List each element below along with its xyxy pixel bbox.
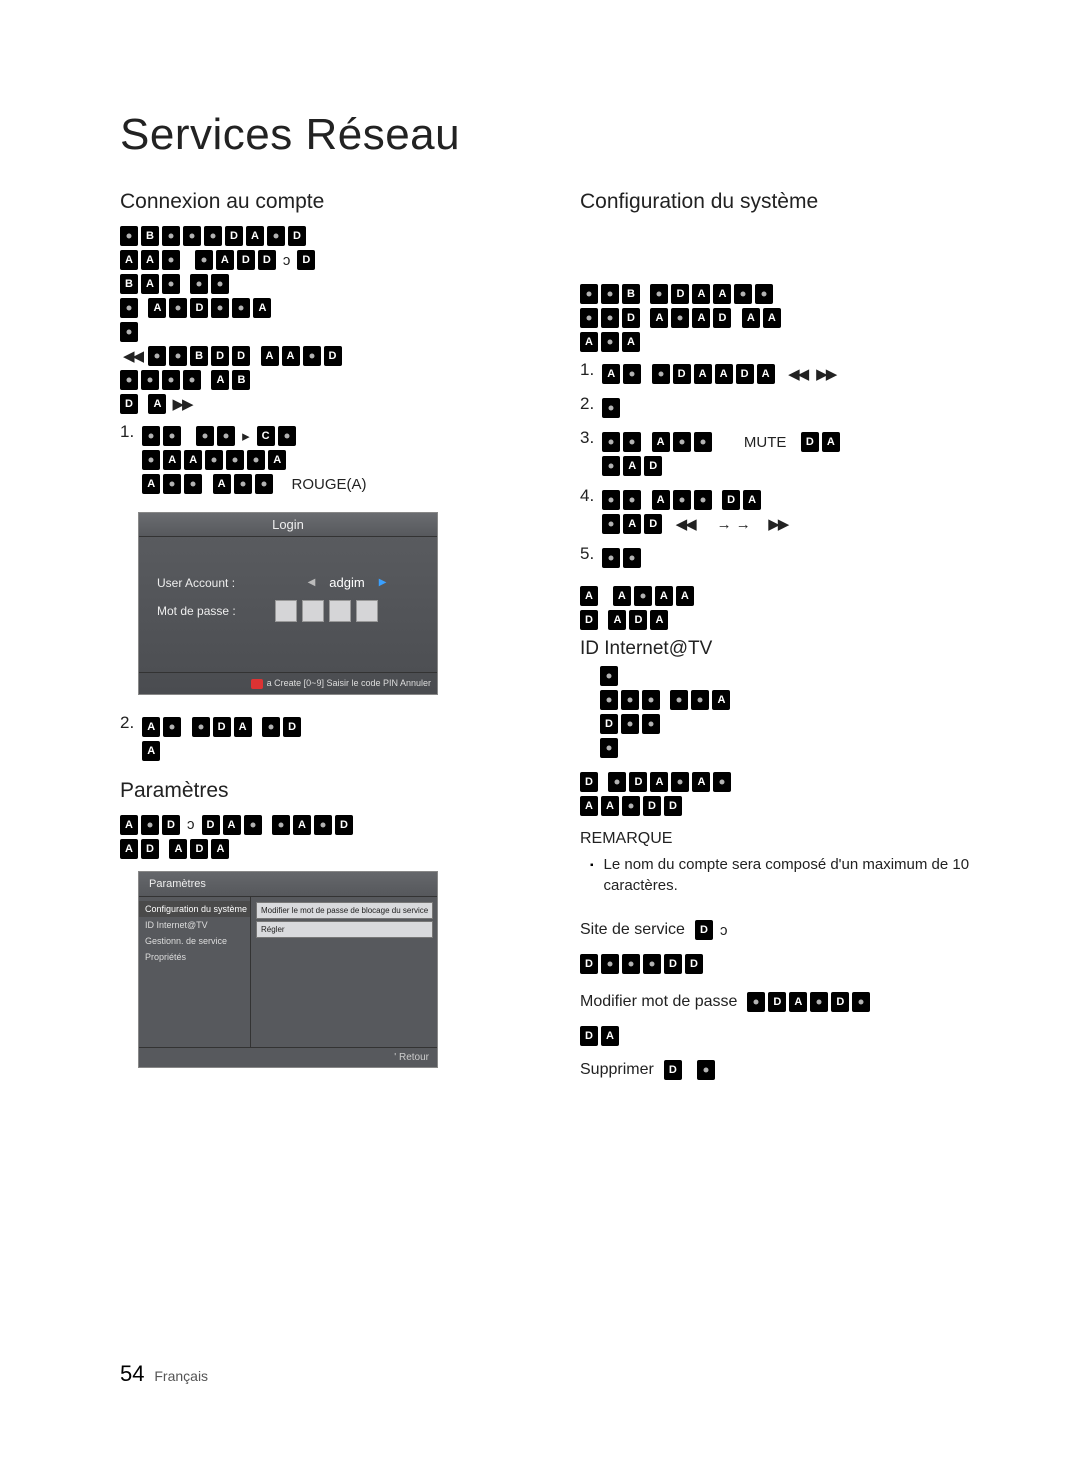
sidebar-item[interactable]: Propriétés [139,949,250,965]
user-account-selector[interactable]: ◀ adgim ▶ [275,575,419,590]
redacted-paragraph: D DAA AADD [580,772,990,816]
sidebar-item[interactable]: Gestionn. de service [139,933,250,949]
sidebar-item[interactable]: ID Internet@TV [139,917,250,933]
redacted-inline: DDD [580,954,990,974]
step-number: 4. [580,486,594,506]
step-number: 3. [580,428,594,448]
sidebar-item[interactable]: Conﬁguration du système [139,901,250,917]
pin-input[interactable] [275,600,378,622]
rewind-icon: ◀◀ [123,347,142,365]
heading-id-internet: ID Internet@TV [580,638,990,660]
arrow-seq: → → [717,516,751,533]
step-number: 2. [120,713,134,733]
redacted-inline: D [664,1060,715,1080]
page-title: Services Réseau [120,110,990,160]
redacted-paragraph: A D [600,666,990,758]
login-panel-footer: a Create [0~9] Saisir le code PIN Annule… [139,672,437,694]
redacted-paragraph: A AAA D ADA [580,586,990,630]
supprimer-label: Supprimer [580,1061,654,1079]
rewind-icon: ◀◀ [788,365,807,383]
page-number: 54 [120,1361,144,1386]
step-number: 2. [580,394,594,414]
red-button-icon [251,679,263,689]
page-lang: Français [154,1368,208,1384]
params-entry[interactable]: Modiﬁer le mot de passe de blocage du se… [256,902,433,919]
params-entry[interactable]: Régler [256,921,433,938]
left-column: Connexion au compte BDAD AA ADDↄD BA ADA… [120,190,530,1094]
redacted-inline: DAD [747,992,870,1012]
step-number: 5. [580,544,594,564]
password-label: Mot de passe : [157,604,267,618]
heading-config: Conﬁguration du système [580,190,990,214]
right-column: Conﬁguration du système B DAA D AAD AA A… [580,190,990,1094]
login-panel-title: Login [139,513,437,537]
rewind-icon: ◀◀ [676,515,695,533]
user-account-label: User Account : [157,576,267,590]
rouge-label: ROUGE(A) [292,476,367,493]
chevron-right-icon[interactable]: ▶ [379,577,387,588]
modifier-label: Modiﬁer mot de passe [580,993,737,1011]
params-panel-footer: ' Retour [139,1047,437,1067]
page-footer: 54 Français [120,1361,208,1387]
redacted-paragraph: BDAD AA ADDↄD BA ADA ◀◀BDD AAD AB D A▶▶ [120,226,530,414]
heading-parametres: Paramètres [120,779,530,803]
redacted-inline: Dↄ [695,920,732,940]
fast-forward-icon: ▶▶ [816,365,835,383]
remark-label: REMARQUE [580,830,990,848]
step-number: 1. [580,360,594,380]
params-panel: Paramètres Conﬁguration du système ID In… [138,871,438,1068]
user-account-value: adgim [329,575,364,590]
params-sidebar: Conﬁguration du système ID Internet@TV G… [139,897,251,1047]
login-panel: Login User Account : ◀ adgim ▶ Mot de pa… [138,512,438,695]
remark-text: Le nom du compte sera composé d'un maxim… [590,854,990,896]
fast-forward-icon: ▶▶ [172,395,191,413]
redacted-paragraph: B DAA D AAD AA AA [580,284,990,352]
params-panel-title: Paramètres [139,872,437,897]
mute-label: MUTE [744,434,787,451]
heading-login: Connexion au compte [120,190,530,214]
step-number: 1. [120,422,134,442]
site-service-label: Site de service [580,921,685,939]
chevron-left-icon[interactable]: ◀ [308,577,316,588]
redacted-inline: DA [580,1026,990,1046]
fast-forward-icon: ▶▶ [768,515,787,533]
